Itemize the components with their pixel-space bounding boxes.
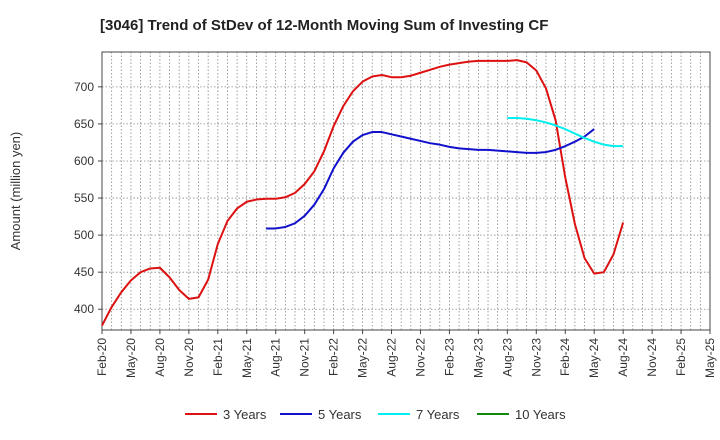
series-line-7-years	[507, 116, 624, 148]
x-tick-label: May-22	[356, 338, 370, 378]
x-tick-label: Aug-22	[385, 338, 399, 377]
y-tick-label: 500	[74, 228, 94, 242]
y-axis-label: Amount (million yen)	[8, 132, 23, 251]
x-tick-label: May-24	[587, 338, 601, 378]
y-tick-label: 650	[74, 117, 94, 131]
x-tick-label: May-25	[703, 338, 717, 378]
legend-label-5-years: 5 Years	[318, 407, 362, 422]
x-tick-label: Feb-20	[95, 338, 109, 376]
x-tick-label: Feb-24	[558, 338, 572, 376]
x-tick-label: Feb-21	[211, 338, 225, 376]
chart-grid	[102, 52, 710, 330]
series-line-5-years	[266, 128, 595, 230]
x-tick-label: Feb-23	[442, 338, 456, 376]
y-tick-label: 550	[74, 191, 94, 205]
legend-label-3-years: 3 Years	[223, 407, 267, 422]
y-tick-label: 450	[74, 265, 94, 279]
x-tick-label: Aug-24	[616, 338, 630, 377]
legend-label-10-years: 10 Years	[515, 407, 566, 422]
x-tick-label: Aug-21	[269, 338, 283, 377]
x-tick-label: Aug-20	[153, 338, 167, 377]
legend-label-7-years: 7 Years	[416, 407, 460, 422]
plot-frame	[101, 51, 711, 331]
x-tick-label: May-21	[240, 338, 254, 378]
y-tick-label: 700	[74, 80, 94, 94]
x-axis-ticks: Feb-20 May-20 Aug-20 Nov-20 Feb-21 May-21 Aug-…	[95, 330, 717, 378]
chart-title: [3046] Trend of StDev of 12-Month Moving…	[100, 17, 548, 34]
x-tick-label: Nov-22	[413, 338, 427, 377]
x-tick-label: Feb-25	[674, 338, 688, 376]
x-tick-label: Nov-24	[645, 338, 659, 377]
y-axis-ticks: 400 450 500 550 600 650 700	[74, 80, 102, 316]
x-tick-label: May-20	[124, 338, 138, 378]
x-tick-label: Feb-22	[327, 338, 341, 376]
x-tick-label: May-23	[471, 338, 485, 378]
series-line-3-years	[101, 59, 625, 327]
x-tick-label: Aug-23	[500, 338, 514, 377]
legend: 3 Years 5 Years 7 Years 10 Years	[185, 407, 566, 422]
y-tick-label: 600	[74, 154, 94, 168]
x-tick-label: Nov-21	[298, 338, 312, 377]
x-tick-label: Nov-20	[182, 338, 196, 377]
y-tick-label: 400	[74, 302, 94, 316]
x-tick-label: Nov-23	[529, 338, 543, 377]
series-lines	[101, 59, 625, 327]
